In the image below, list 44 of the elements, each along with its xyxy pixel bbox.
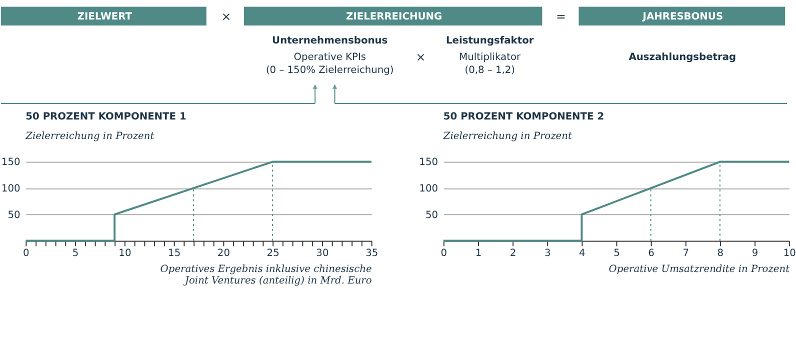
x-axis-title: Operative Umsatzrendite in Prozent [608,264,790,275]
x-tick-label: 7 [682,248,690,260]
text: (0,8 – 1,2) [464,64,515,76]
x-tick-label: 20 [217,248,230,260]
text: × [416,50,426,64]
x-tick-label: 35 [366,248,378,260]
text: × [221,10,232,24]
y-tick-label: 50 [8,210,20,221]
x-tick-label: 5 [614,248,620,260]
x-tick-label: 30 [316,248,329,260]
y-tick-label: 100 [1,184,20,195]
x-tick-label: 8 [717,248,724,260]
text: Auszahlungsbetrag [628,52,736,64]
x-tick-label: 3 [544,248,551,260]
text: Unternehmensbonus [272,35,388,46]
y-tick-label: 50 [425,210,438,221]
text: Leistungsfaktor [446,35,534,46]
text: ZIELERREICHUNG [346,12,442,23]
chart-title: 50 PROZENT KOMPONENTE 2 [443,111,604,122]
y-tick-label: 150 [1,157,20,168]
x-tick-label: 6 [648,248,654,260]
text: = [556,10,566,24]
x-tick-label: 10 [118,248,132,260]
x-tick-label: 2 [510,248,516,260]
y-tick-label: 150 [419,157,438,168]
chart-subtitle: Zielerreichung in Prozent [24,131,154,142]
x-tick-label: 15 [168,248,181,260]
x-axis-title: Operatives Ergebnis inklusive chinesische Joint Ventures (anteilig) in Mrd. Euro [160,264,372,287]
x-tick-label: 4 [579,248,586,260]
x-tick-label: 25 [266,248,280,260]
text: JAHRESBONUS [642,12,724,23]
x-tick-label: 0 [23,248,30,260]
chart-subtitle: Zielerreichung in Prozent [442,131,572,142]
x-tick-label: 10 [783,248,796,260]
x-tick-label: 9 [752,248,758,260]
chart-title: 50 PROZENT KOMPONENTE 1 [26,111,186,122]
x-tick-label: 1 [475,248,482,260]
x-tick-label: 0 [440,248,448,260]
text: ZIELWERT [77,12,132,23]
x-tick-label: 5 [72,248,79,260]
text: Multiplikator [459,52,522,64]
text: Operative KPIs [294,52,366,64]
y-tick-label: 100 [419,184,438,195]
text: (0 – 150% Zielerreichung) [266,64,394,76]
